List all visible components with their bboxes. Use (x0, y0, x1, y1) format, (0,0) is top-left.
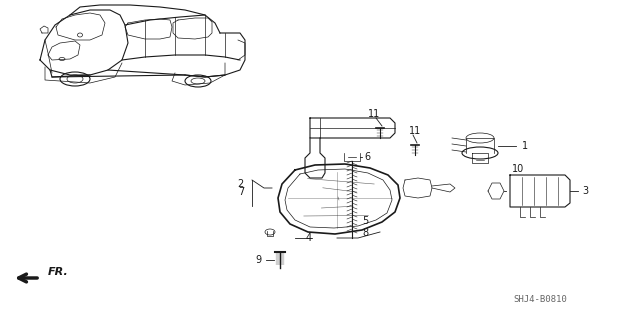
Text: 9: 9 (256, 255, 262, 265)
Text: 5: 5 (362, 216, 368, 226)
Text: 4: 4 (306, 233, 312, 243)
Text: 10: 10 (512, 164, 524, 174)
Text: 2: 2 (237, 179, 244, 189)
Text: FR.: FR. (48, 267, 68, 277)
Text: SHJ4-B0810: SHJ4-B0810 (513, 295, 567, 305)
Text: 7: 7 (237, 187, 244, 197)
Text: 8: 8 (362, 228, 368, 238)
Text: 1: 1 (522, 141, 528, 151)
Text: 6: 6 (364, 152, 370, 162)
Text: 11: 11 (368, 109, 380, 119)
Text: 11: 11 (409, 126, 421, 136)
Text: 3: 3 (582, 186, 588, 196)
